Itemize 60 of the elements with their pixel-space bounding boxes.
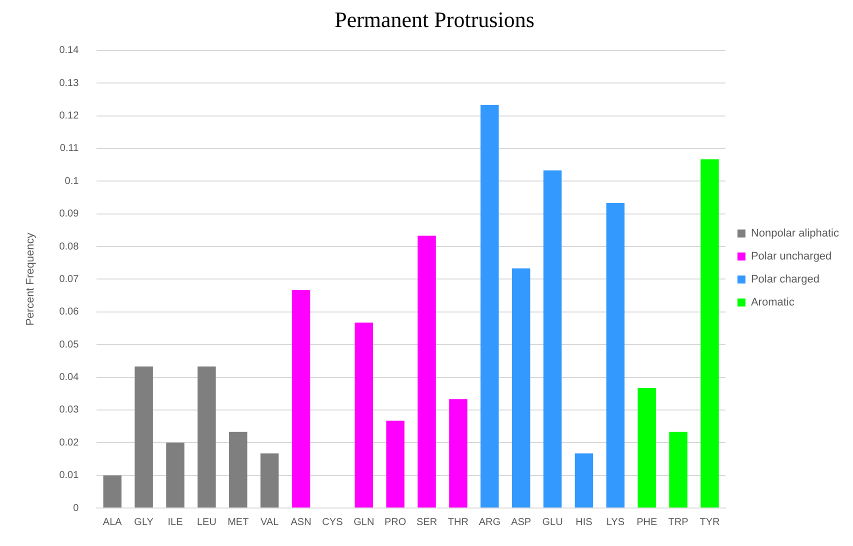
bar: [134, 366, 153, 508]
bar: [260, 453, 279, 508]
y-tick-label: 0.1: [64, 176, 80, 187]
legend-label: Nonpolar aliphatic: [750, 228, 840, 240]
x-tick-label: HIS: [576, 516, 593, 528]
y-tick-label: 0.09: [59, 208, 80, 220]
legend-label: Aromatic: [750, 296, 795, 309]
bar: [669, 432, 688, 508]
y-tick-label: 0.07: [59, 274, 80, 285]
bar: [166, 442, 184, 508]
x-tick-label: ASP: [511, 516, 532, 528]
bar: [606, 203, 625, 508]
x-tick-label: GLN: [354, 516, 374, 528]
x-tick-label: TYR: [700, 516, 720, 528]
legend-label: Polar uncharged: [750, 250, 832, 263]
x-tick-label: MET: [228, 516, 249, 528]
x-tick-label: PRO: [384, 516, 406, 528]
x-tick-label: THR: [448, 516, 468, 528]
y-tick-label: 0.13: [59, 78, 80, 89]
x-tick-label: ARG: [478, 516, 501, 528]
y-tick-label: 0.14: [59, 45, 80, 56]
bar: [638, 388, 656, 508]
x-tick-label: LEU: [196, 516, 216, 528]
y-tick-label: 0.12: [59, 110, 80, 122]
bar: [512, 268, 530, 508]
y-tick-label: 0.08: [59, 241, 80, 252]
bar: [543, 170, 562, 508]
bar: [229, 432, 248, 508]
x-tick-label: CYS: [322, 516, 344, 528]
x-tick-label: LYS: [606, 516, 625, 528]
bar: [386, 420, 404, 508]
bar: [574, 453, 594, 508]
y-tick-label: 0.02: [59, 437, 80, 448]
bar: [103, 475, 122, 508]
x-tick-label: ALA: [102, 516, 122, 528]
legend-label: Polar charged: [750, 274, 820, 286]
y-axis-title: Percent Frequency: [24, 232, 37, 326]
y-tick-label: 0.06: [59, 306, 80, 318]
y-tick-label: 0.05: [59, 339, 80, 350]
y-tick-label: 0.01: [59, 470, 80, 482]
y-tick-label: 0.03: [59, 404, 80, 416]
x-tick-label: PHE: [636, 516, 658, 528]
x-tick-label: GLY: [134, 516, 154, 528]
bar: [198, 366, 216, 508]
x-tick-label: TRP: [668, 516, 689, 528]
bar: [700, 159, 719, 508]
y-tick-label: 0.04: [59, 372, 80, 384]
x-tick-label: ILE: [168, 516, 184, 528]
y-tick-label: 0: [73, 502, 80, 514]
x-tick-label: GLU: [542, 516, 563, 528]
bar: [480, 104, 499, 508]
bar: [292, 290, 310, 508]
bar: [418, 236, 436, 508]
x-tick-label: VAL: [260, 516, 280, 528]
bar: [449, 399, 468, 508]
x-tick-label: ASN: [290, 516, 312, 528]
y-tick-label: 0.11: [60, 143, 80, 154]
chart-title: Permanent Protrusions: [334, 6, 534, 32]
bar: [354, 322, 374, 508]
x-tick-label: SER: [416, 516, 438, 528]
